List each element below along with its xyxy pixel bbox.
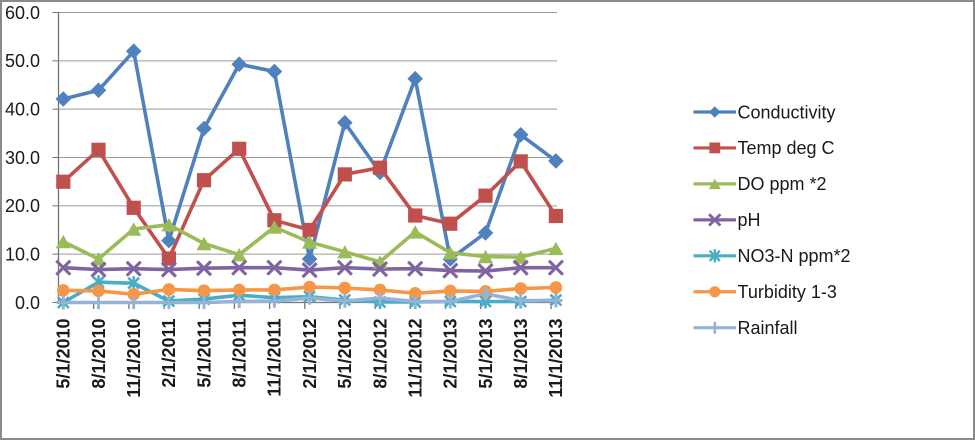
svg-text:20.0: 20.0 <box>5 196 40 216</box>
svg-text:60.0: 60.0 <box>5 3 40 23</box>
svg-text:40.0: 40.0 <box>5 100 40 120</box>
svg-text:2/1/2011: 2/1/2011 <box>159 319 179 388</box>
svg-text:30.0: 30.0 <box>5 148 40 168</box>
svg-text:8/1/2010: 8/1/2010 <box>89 319 109 389</box>
svg-text:0.0: 0.0 <box>15 293 40 313</box>
svg-text:DO ppm *2: DO ppm *2 <box>738 174 827 194</box>
svg-text:5/1/2013: 5/1/2013 <box>476 319 496 389</box>
svg-text:5/1/2010: 5/1/2010 <box>54 319 74 389</box>
svg-text:11/1/2011: 11/1/2011 <box>265 319 285 397</box>
svg-text:50.0: 50.0 <box>5 51 40 71</box>
svg-text:Turbidity 1-3: Turbidity 1-3 <box>738 282 837 302</box>
svg-text:Temp deg C: Temp deg C <box>738 138 835 158</box>
svg-text:11/1/2010: 11/1/2010 <box>124 319 144 398</box>
svg-text:5/1/2011: 5/1/2011 <box>194 319 214 388</box>
svg-text:10.0: 10.0 <box>5 245 40 265</box>
svg-text:pH: pH <box>738 210 761 230</box>
svg-text:Conductivity: Conductivity <box>738 102 836 122</box>
svg-text:2/1/2012: 2/1/2012 <box>300 319 320 389</box>
svg-text:NO3-N ppm*2: NO3-N ppm*2 <box>738 246 851 266</box>
svg-text:11/1/2013: 11/1/2013 <box>546 319 566 398</box>
svg-text:Rainfall: Rainfall <box>738 318 798 338</box>
svg-text:11/1/2012: 11/1/2012 <box>406 319 426 398</box>
svg-text:8/1/2012: 8/1/2012 <box>370 319 390 389</box>
svg-text:5/1/2012: 5/1/2012 <box>335 319 355 389</box>
svg-text:8/1/2013: 8/1/2013 <box>511 319 531 389</box>
svg-text:2/1/2013: 2/1/2013 <box>441 319 461 389</box>
svg-text:8/1/2011: 8/1/2011 <box>230 319 250 388</box>
